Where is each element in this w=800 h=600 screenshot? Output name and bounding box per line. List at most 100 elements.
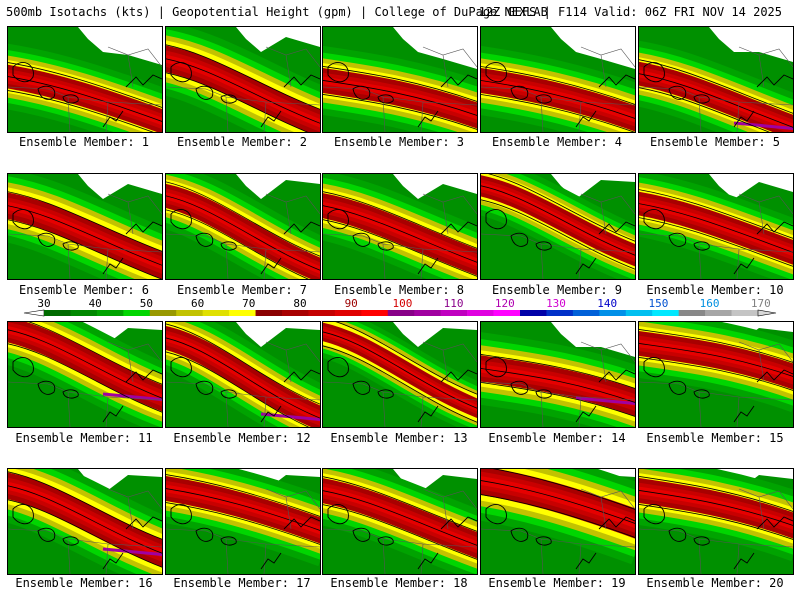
ensemble-map-12: [165, 321, 321, 428]
height-contour: [323, 66, 477, 102]
height-contour: [8, 76, 162, 122]
colorbar-swatch: [176, 310, 203, 316]
map-canvas: [481, 322, 635, 427]
colorbar-swatch: [678, 310, 706, 316]
colorbar-tick-label: 90: [345, 297, 358, 310]
height-contour: [8, 191, 162, 252]
coastline: [102, 516, 162, 570]
height-contour: [481, 368, 635, 403]
state-borders: [639, 193, 793, 279]
colorbar-swatch: [599, 310, 627, 316]
panel-label-3: Ensemble Member: 3: [333, 135, 465, 149]
colorbar-tick-label: 70: [242, 297, 255, 310]
ensemble-map-9: [480, 173, 636, 280]
state-borders: [166, 46, 320, 132]
height-contour: [639, 189, 793, 239]
panel-label-17: Ensemble Member: 17: [173, 576, 311, 590]
colorbar-swatch: [572, 310, 600, 316]
coastline: [575, 516, 635, 570]
coastline: [733, 221, 793, 275]
map-canvas: [481, 174, 635, 279]
great-lakes-outline: [170, 357, 237, 399]
height-contour: [8, 90, 154, 132]
map-canvas: [323, 27, 477, 132]
panel-label-6: Ensemble Member: 6: [18, 283, 150, 297]
coastline: [575, 369, 635, 423]
great-lakes-outline: [327, 504, 394, 546]
ensemble-map-18: [322, 468, 478, 575]
colorbar-swatch: [255, 310, 283, 316]
height-contour: [639, 343, 793, 377]
height-contour: [481, 494, 635, 538]
state-borders: [481, 341, 635, 427]
colorbar-swatch: [625, 310, 653, 316]
state-borders: [323, 488, 477, 574]
colorbar-swatch: [440, 310, 468, 316]
ensemble-map-15: [638, 321, 794, 428]
colorbar-tick-label: 150: [648, 297, 668, 310]
great-lakes-outline: [485, 62, 552, 104]
height-contour: [28, 322, 162, 385]
height-contour: [323, 191, 477, 249]
great-lakes-outline: [485, 209, 552, 251]
low-wind-region: [393, 27, 477, 69]
state-borders: [323, 46, 477, 132]
coastline: [733, 369, 793, 423]
height-contour: [166, 209, 309, 279]
isotach-band-110kt: [102, 392, 162, 401]
coastline: [733, 74, 793, 128]
height-contour: [323, 331, 477, 409]
state-borders: [166, 341, 320, 427]
low-wind-region: [236, 27, 320, 52]
coastline: [102, 369, 162, 423]
height-contour: [323, 205, 477, 263]
ensemble-map-5: [638, 26, 794, 133]
ensemble-map-13: [322, 321, 478, 428]
coastline: [260, 369, 320, 423]
panel-label-5: Ensemble Member: 5: [649, 135, 781, 149]
great-lakes-outline: [170, 62, 237, 104]
panel-label-19: Ensemble Member: 19: [488, 576, 626, 590]
height-contour: [8, 62, 162, 108]
colorbar-swatches: [23, 309, 777, 317]
colorbar-swatch: [334, 310, 362, 316]
panel-label-4: Ensemble Member: 4: [491, 135, 623, 149]
state-borders: [639, 46, 793, 132]
panel-label-20: Ensemble Member: 20: [646, 576, 784, 590]
coastline: [102, 221, 162, 275]
colorbar-swatch: [202, 310, 230, 316]
panel-label-16: Ensemble Member: 16: [15, 576, 153, 590]
height-contour: [166, 502, 320, 545]
height-contour: [335, 322, 477, 395]
isotach-band-110kt: [575, 396, 635, 405]
ensemble-map-11: [7, 321, 163, 428]
state-borders: [481, 488, 635, 574]
map-canvas: [166, 469, 320, 574]
colorbar-left-arrow: [23, 309, 45, 317]
height-contour: [166, 58, 320, 124]
colorbar-swatch: [361, 310, 389, 316]
low-wind-region: [393, 174, 477, 199]
ensemble-map-2: [165, 26, 321, 133]
panel-label-14: Ensemble Member: 14: [488, 431, 626, 445]
height-contour: [639, 329, 793, 363]
colorbar-swatch: [731, 310, 759, 316]
colorbar-swatch: [44, 310, 71, 316]
great-lakes-outline: [485, 357, 552, 399]
colorbar-swatch: [652, 310, 679, 316]
height-contour: [8, 471, 162, 540]
height-contour: [481, 354, 635, 389]
height-contour: [481, 80, 635, 119]
height-contour: [8, 219, 162, 279]
colorbar-tick-label: 60: [191, 297, 204, 310]
ensemble-map-17: [165, 468, 321, 575]
height-contour: [639, 73, 793, 128]
panel-label-12: Ensemble Member: 12: [173, 431, 311, 445]
coastline: [102, 74, 162, 128]
state-borders: [639, 341, 793, 427]
title-left: 500mb Isotachs (kts) | Geopotential Heig…: [6, 5, 548, 19]
coastline: [575, 74, 635, 128]
state-borders: [639, 488, 793, 574]
height-contour: [323, 504, 477, 560]
colorbar-tick-labels: 30 40 50 60 70 80 90 100 110 120 130 140 150 160 170: [37, 297, 770, 310]
